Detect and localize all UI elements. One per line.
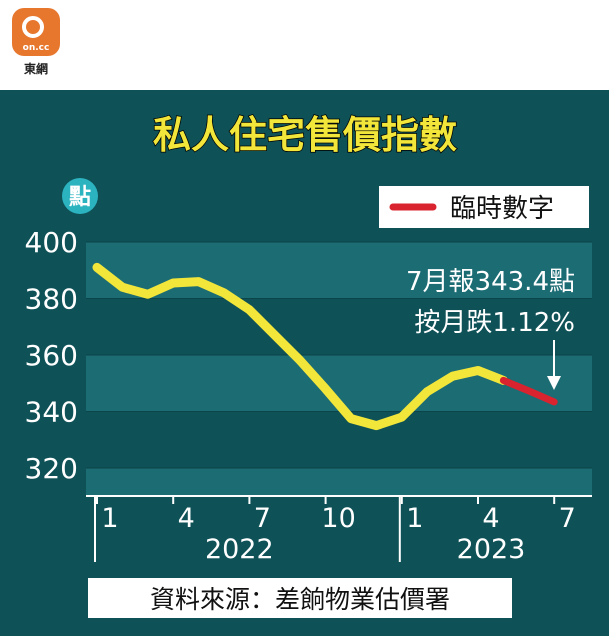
x-tick-label: 1 <box>101 503 118 534</box>
y-axis-ticks: 400 380 360 340 320 <box>25 226 78 485</box>
x-tick-label: 7 <box>559 503 576 534</box>
oncc-logo: on.cc 東網 <box>12 8 64 80</box>
y-tick-label: 320 <box>25 452 78 485</box>
annotation-arrow-icon <box>547 340 561 390</box>
logo-badge: on.cc <box>12 8 60 56</box>
logo-ring-icon <box>22 16 44 38</box>
provisional-line <box>499 376 558 406</box>
y-tick-label: 400 <box>25 226 78 259</box>
y-tick-label: 360 <box>25 339 78 372</box>
unit-badge <box>62 178 98 214</box>
series-lines <box>92 262 558 431</box>
annotation-line2: 按月跌1.12% <box>414 308 575 338</box>
year-label: 2022 <box>205 534 274 565</box>
y-tick-label: 340 <box>25 396 78 429</box>
plot-band <box>86 411 592 468</box>
legend-label: 臨時數字 <box>450 194 554 224</box>
plot-bands <box>86 241 592 496</box>
header-area: on.cc 東網 <box>0 0 609 90</box>
x-tick-label: 4 <box>482 503 499 534</box>
plot-band <box>86 298 592 355</box>
logo-name: 東網 <box>23 62 48 76</box>
source-text: 資料來源：差餉物業估價署 <box>150 585 450 614</box>
year-label: 2023 <box>457 534 526 565</box>
x-tick-label: 1 <box>406 503 423 534</box>
index-line <box>92 262 508 431</box>
x-tick-label: 10 <box>321 503 355 534</box>
y-tick-label: 380 <box>25 283 78 316</box>
logo-mark: on.cc <box>22 43 50 53</box>
annotation-line1: 7月報343.4點 <box>406 267 575 297</box>
chart-title: 私人住宅售價指數 <box>153 113 457 157</box>
plot-band <box>86 468 592 496</box>
x-tick-label: 4 <box>178 503 195 534</box>
y-axis-unit: 點 <box>69 185 91 210</box>
x-tick-label: 7 <box>254 503 271 534</box>
source-box <box>88 578 512 618</box>
